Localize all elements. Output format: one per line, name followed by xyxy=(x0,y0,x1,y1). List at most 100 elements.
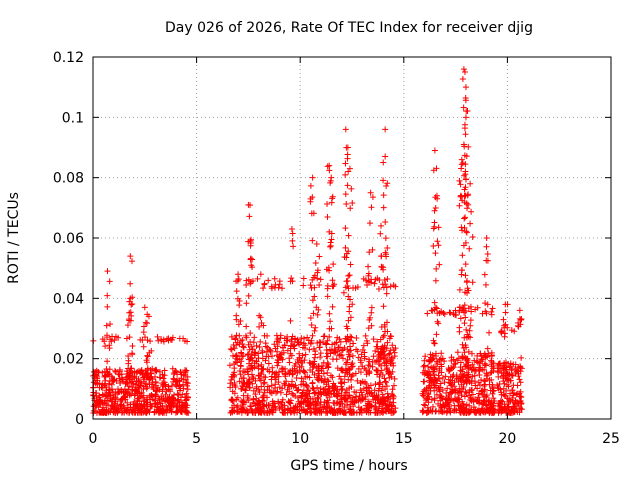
data-point xyxy=(315,395,322,402)
data-point xyxy=(380,400,387,407)
data-point xyxy=(431,207,438,214)
data-point xyxy=(383,383,390,390)
data-point xyxy=(443,408,450,415)
data-point xyxy=(483,402,490,409)
data-point xyxy=(463,153,470,160)
data-point xyxy=(503,409,510,416)
data-point xyxy=(315,363,322,370)
data-point xyxy=(104,268,111,275)
data-point xyxy=(93,390,100,397)
data-point xyxy=(348,185,355,192)
data-point xyxy=(345,365,352,372)
data-point xyxy=(486,409,493,416)
data-point xyxy=(117,402,124,409)
data-point xyxy=(441,358,448,365)
data-point xyxy=(293,375,300,382)
data-point xyxy=(384,180,391,187)
data-point xyxy=(249,277,256,284)
data-point xyxy=(140,329,147,336)
data-point xyxy=(433,331,440,338)
data-point xyxy=(348,409,355,416)
data-point xyxy=(298,335,305,342)
data-point xyxy=(287,397,294,404)
data-point xyxy=(264,394,271,401)
data-point xyxy=(295,359,302,366)
data-point xyxy=(468,366,475,373)
data-point xyxy=(168,400,175,407)
data-point xyxy=(314,311,321,318)
data-point xyxy=(348,334,355,341)
data-point xyxy=(311,358,318,365)
data-point xyxy=(371,280,378,287)
data-point xyxy=(453,372,460,379)
data-point xyxy=(383,290,390,297)
data-point xyxy=(348,363,355,370)
data-point xyxy=(454,398,461,405)
data-point xyxy=(234,402,241,409)
data-point xyxy=(143,357,150,364)
data-point xyxy=(294,336,301,343)
data-point xyxy=(344,346,351,353)
data-point xyxy=(320,370,327,377)
data-point xyxy=(309,237,316,244)
data-point xyxy=(482,378,489,385)
data-point xyxy=(353,409,360,416)
data-point xyxy=(432,352,439,359)
data-point xyxy=(315,306,322,313)
data-point xyxy=(298,375,305,382)
data-point xyxy=(425,363,432,370)
y-tick-label: 0.02 xyxy=(53,352,84,368)
data-point xyxy=(260,365,267,372)
data-point xyxy=(243,282,250,289)
data-point xyxy=(382,379,389,386)
data-point xyxy=(226,362,233,369)
data-point xyxy=(376,385,383,392)
data-point xyxy=(125,404,132,411)
data-point xyxy=(372,381,379,388)
data-point xyxy=(118,409,125,416)
data-point xyxy=(463,378,470,385)
data-point xyxy=(334,393,341,400)
data-point xyxy=(456,286,463,293)
data-point xyxy=(390,282,397,289)
data-point xyxy=(234,394,241,401)
data-point xyxy=(371,387,378,394)
data-point xyxy=(273,389,280,396)
data-point xyxy=(324,369,331,376)
data-point xyxy=(462,261,469,268)
y-axis-title: ROTI / TECUs xyxy=(6,192,22,284)
data-point xyxy=(461,334,468,341)
data-point xyxy=(247,202,254,209)
data-point xyxy=(458,224,465,231)
data-point xyxy=(437,394,444,401)
data-point xyxy=(500,378,507,385)
data-point xyxy=(448,396,455,403)
data-point xyxy=(380,192,387,199)
data-point xyxy=(247,355,254,362)
data-point xyxy=(387,358,394,365)
data-point xyxy=(328,230,335,237)
data-point xyxy=(378,362,385,369)
data-point xyxy=(507,360,514,367)
data-point xyxy=(94,377,101,384)
data-point xyxy=(420,408,427,415)
data-point xyxy=(390,382,397,389)
data-point xyxy=(482,352,489,359)
data-point xyxy=(260,392,267,399)
data-point xyxy=(150,396,157,403)
data-point xyxy=(144,352,151,359)
data-point xyxy=(137,382,144,389)
data-point xyxy=(431,395,438,402)
data-point xyxy=(324,353,331,360)
data-point xyxy=(384,275,391,282)
data-point xyxy=(424,310,431,317)
data-point xyxy=(94,398,101,405)
data-point xyxy=(101,368,108,375)
data-point xyxy=(168,408,175,415)
data-point xyxy=(240,392,247,399)
data-point xyxy=(271,341,278,348)
data-point xyxy=(345,293,352,300)
data-point xyxy=(243,334,250,341)
data-point xyxy=(233,278,240,285)
data-point xyxy=(424,409,431,416)
